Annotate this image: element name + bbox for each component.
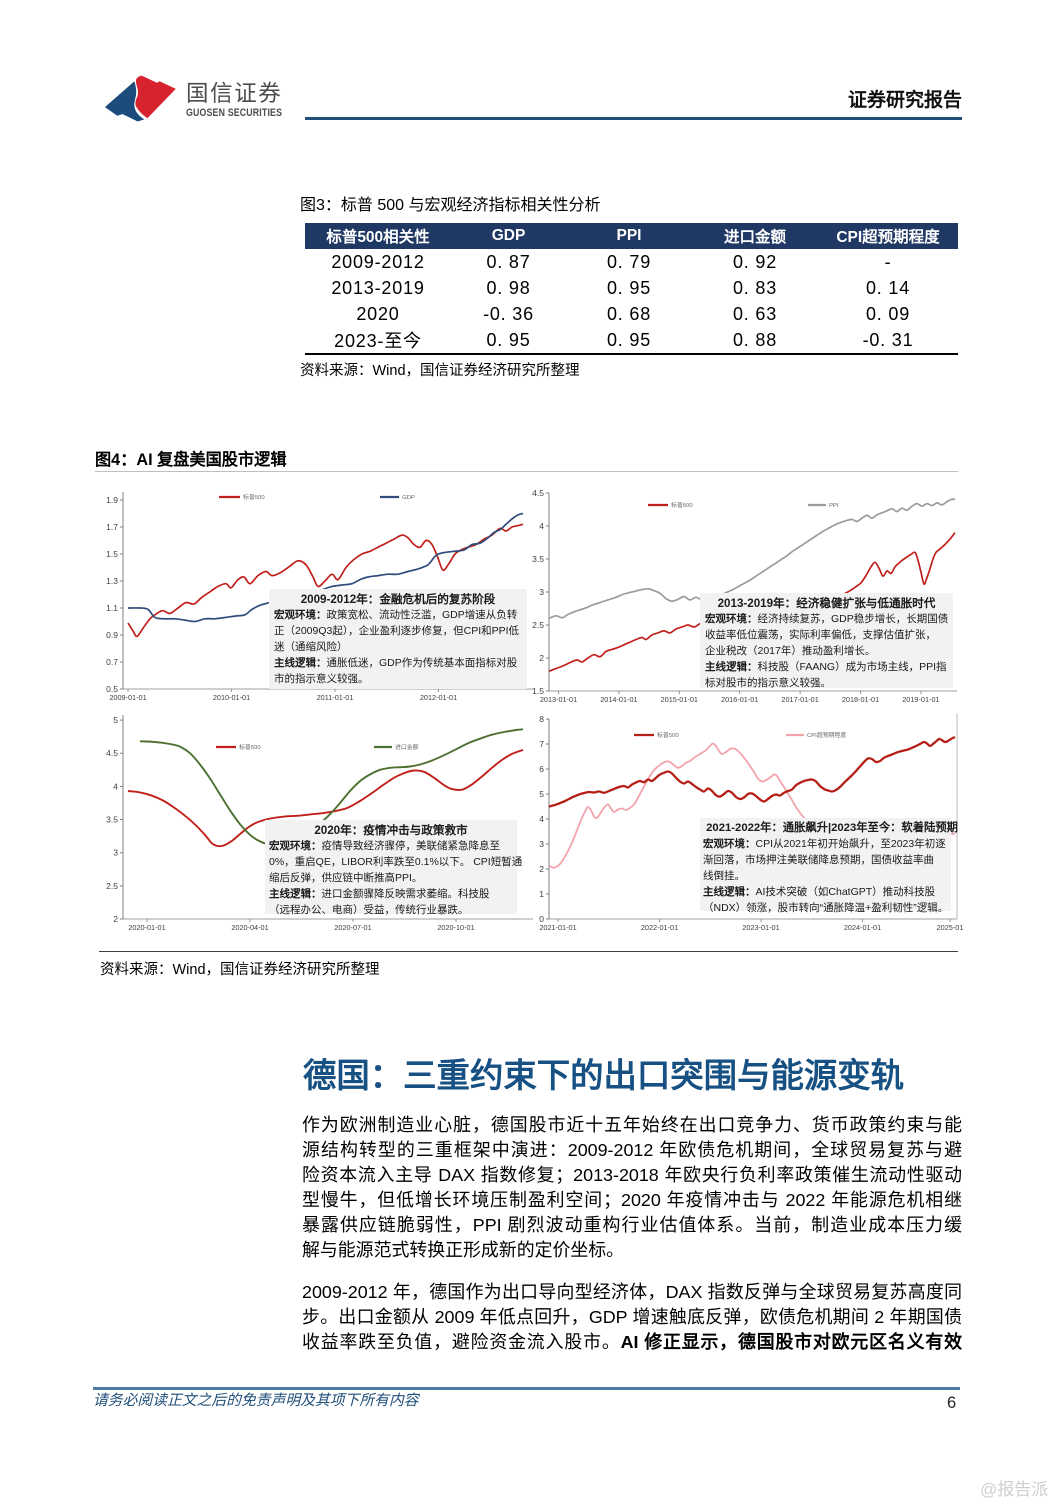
svg-text:2019-01-01: 2019-01-01 (902, 695, 939, 704)
svg-text:0.9: 0.9 (106, 630, 118, 640)
svg-text:2: 2 (539, 653, 544, 663)
svg-text:1.5: 1.5 (532, 686, 544, 696)
svg-text:0.5: 0.5 (106, 684, 118, 694)
svg-text:2020-01-01: 2020-01-01 (128, 923, 165, 932)
svg-text:3: 3 (113, 848, 118, 858)
svg-text:2010-01-01: 2010-01-01 (213, 693, 250, 702)
svg-text:1.3: 1.3 (106, 576, 118, 586)
svg-text:3.5: 3.5 (532, 554, 544, 564)
svg-text:GDP: GDP (402, 495, 415, 501)
svg-text:4: 4 (539, 521, 544, 531)
svg-text:0: 0 (539, 914, 544, 924)
svg-text:2024-01-01: 2024-01-01 (844, 923, 881, 932)
svg-text:2023-01-01: 2023-01-01 (742, 923, 779, 932)
svg-text:CPI超预期程度: CPI超预期程度 (807, 731, 846, 739)
svg-text:2022-01-01: 2022-01-01 (641, 923, 678, 932)
svg-text:2.5: 2.5 (532, 620, 544, 630)
svg-text:2012-01-01: 2012-01-01 (420, 693, 457, 702)
svg-text:1: 1 (539, 889, 544, 899)
svg-text:标普500: 标普500 (671, 501, 693, 509)
svg-text:5: 5 (113, 715, 118, 725)
svg-text:1.7: 1.7 (106, 522, 118, 532)
svg-text:3: 3 (539, 587, 544, 597)
svg-text:标普500: 标普500 (657, 731, 679, 739)
svg-text:4.5: 4.5 (106, 748, 118, 758)
svg-text:4: 4 (113, 781, 118, 791)
svg-text:2.5: 2.5 (106, 881, 118, 891)
svg-text:2: 2 (539, 864, 544, 874)
svg-text:2013-01-01: 2013-01-01 (540, 695, 577, 704)
svg-text:7: 7 (539, 739, 544, 749)
svg-text:2015-01-01: 2015-01-01 (661, 695, 698, 704)
svg-text:2014-01-01: 2014-01-01 (600, 695, 637, 704)
svg-text:2020-07-01: 2020-07-01 (334, 923, 371, 932)
svg-text:标普500: 标普500 (243, 493, 265, 501)
svg-text:3.5: 3.5 (106, 815, 118, 825)
svg-text:2020-04-01: 2020-04-01 (231, 923, 268, 932)
svg-text:1.5: 1.5 (106, 549, 118, 559)
svg-text:6: 6 (539, 764, 544, 774)
svg-text:2021-01-01: 2021-01-01 (539, 923, 576, 932)
svg-text:4.5: 4.5 (532, 488, 544, 498)
svg-text:2009-01-01: 2009-01-01 (109, 693, 146, 702)
svg-text:0.7: 0.7 (106, 657, 118, 667)
svg-text:8: 8 (539, 714, 544, 724)
svg-text:进口金额: 进口金额 (395, 743, 419, 751)
svg-text:2011-01-01: 2011-01-01 (317, 693, 354, 702)
svg-text:PPI: PPI (829, 503, 839, 509)
svg-text:5: 5 (539, 789, 544, 799)
svg-text:2025-01: 2025-01 (937, 923, 964, 932)
svg-text:2: 2 (113, 914, 118, 924)
svg-text:标普500: 标普500 (239, 743, 261, 751)
svg-text:2016-01-01: 2016-01-01 (721, 695, 758, 704)
svg-text:2020-10-01: 2020-10-01 (437, 923, 474, 932)
svg-text:4: 4 (539, 814, 544, 824)
svg-text:1.9: 1.9 (106, 495, 118, 505)
svg-text:2017-01-01: 2017-01-01 (781, 695, 818, 704)
svg-text:2018-01-01: 2018-01-01 (842, 695, 879, 704)
svg-text:1.1: 1.1 (106, 603, 118, 613)
svg-text:3: 3 (539, 839, 544, 849)
